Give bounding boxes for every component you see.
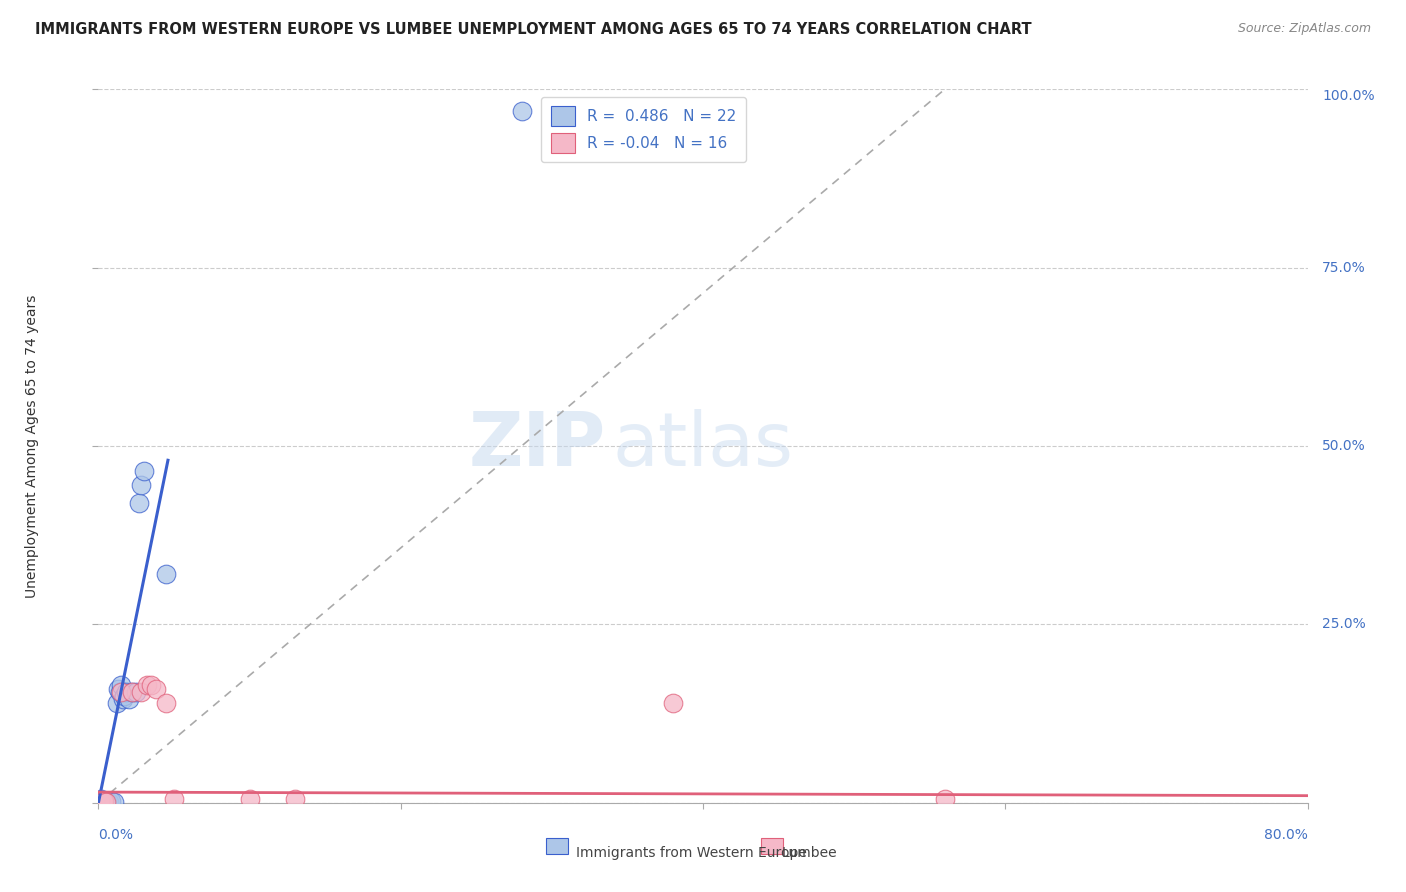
Point: [90, 792, 112, 806]
Point: [118, 692, 141, 706]
Point: [129, 685, 152, 699]
Text: 0.0%: 0.0%: [98, 828, 134, 842]
Point: [145, 681, 167, 696]
Point: [112, 689, 135, 703]
Point: [155, 696, 177, 710]
Point: [103, 795, 125, 809]
Point: [114, 685, 136, 699]
Text: ZIP: ZIP: [470, 409, 606, 483]
Point: [135, 678, 157, 692]
Point: [98, 795, 121, 809]
Point: [510, 103, 533, 118]
Point: [94, 794, 117, 808]
Point: [121, 685, 143, 699]
Point: [111, 692, 134, 706]
Text: Immigrants from Western Europe: Immigrants from Western Europe: [576, 846, 807, 860]
Point: [284, 792, 307, 806]
Text: 25.0%: 25.0%: [1322, 617, 1365, 632]
Text: Unemployment Among Ages 65 to 74 years: Unemployment Among Ages 65 to 74 years: [25, 294, 39, 598]
Point: [110, 678, 132, 692]
Point: [110, 685, 132, 699]
Text: atlas: atlas: [613, 409, 793, 483]
Text: Source: ZipAtlas.com: Source: ZipAtlas.com: [1237, 22, 1371, 36]
FancyBboxPatch shape: [761, 838, 783, 855]
Point: [94, 795, 117, 809]
Text: 100.0%: 100.0%: [1322, 89, 1375, 103]
Point: [128, 496, 150, 510]
Point: [141, 678, 163, 692]
Point: [125, 685, 148, 699]
Point: [91, 794, 114, 808]
Point: [121, 685, 143, 699]
Point: [163, 792, 186, 806]
Text: 80.0%: 80.0%: [1264, 828, 1308, 842]
Point: [89, 794, 111, 808]
Point: [239, 792, 262, 806]
Point: [108, 685, 131, 699]
Point: [100, 794, 122, 808]
Point: [91, 794, 114, 808]
FancyBboxPatch shape: [546, 838, 568, 855]
Text: IMMIGRANTS FROM WESTERN EUROPE VS LUMBEE UNEMPLOYMENT AMONG AGES 65 TO 74 YEARS : IMMIGRANTS FROM WESTERN EUROPE VS LUMBEE…: [35, 22, 1032, 37]
Point: [661, 696, 683, 710]
Legend: R =  0.486   N = 22, R = -0.04   N = 16: R = 0.486 N = 22, R = -0.04 N = 16: [541, 97, 745, 162]
Point: [105, 696, 128, 710]
Point: [93, 794, 115, 808]
Point: [934, 792, 956, 806]
Point: [132, 464, 155, 478]
Text: Lumbee: Lumbee: [782, 846, 837, 860]
Point: [129, 478, 152, 492]
Point: [155, 567, 177, 582]
Text: 50.0%: 50.0%: [1322, 439, 1365, 453]
Text: 75.0%: 75.0%: [1322, 260, 1365, 275]
Point: [107, 681, 129, 696]
Point: [96, 795, 118, 809]
